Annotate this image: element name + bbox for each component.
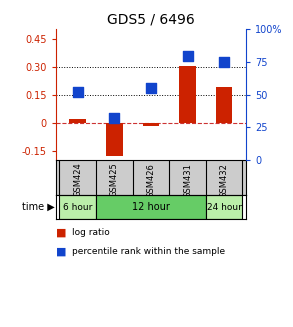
Text: 6 hour: 6 hour [63, 203, 92, 212]
Text: 24 hour: 24 hour [207, 203, 242, 212]
Text: GSM426: GSM426 [146, 163, 155, 198]
Text: GSM432: GSM432 [220, 163, 229, 198]
Point [75, 89, 80, 95]
Title: GDS5 / 6496: GDS5 / 6496 [107, 13, 195, 27]
Bar [96, 196, 206, 219]
Text: GSM425: GSM425 [110, 163, 119, 198]
Text: time ▶: time ▶ [22, 202, 55, 212]
Bar [206, 196, 242, 219]
Bar [216, 87, 232, 123]
Bar [69, 119, 86, 123]
Text: ■: ■ [56, 227, 70, 237]
Bar [106, 123, 122, 156]
Text: log ratio: log ratio [72, 228, 110, 237]
Point [149, 85, 153, 91]
Point [222, 60, 226, 65]
Text: GSM424: GSM424 [73, 163, 82, 198]
Bar [59, 196, 96, 219]
Text: GSM431: GSM431 [183, 163, 192, 198]
Bar [143, 123, 159, 126]
Point [112, 115, 117, 121]
Text: 12 hour: 12 hour [132, 202, 170, 212]
Bar [179, 66, 196, 123]
Point [185, 53, 190, 58]
Text: ■: ■ [56, 247, 70, 257]
Text: percentile rank within the sample: percentile rank within the sample [72, 247, 225, 256]
